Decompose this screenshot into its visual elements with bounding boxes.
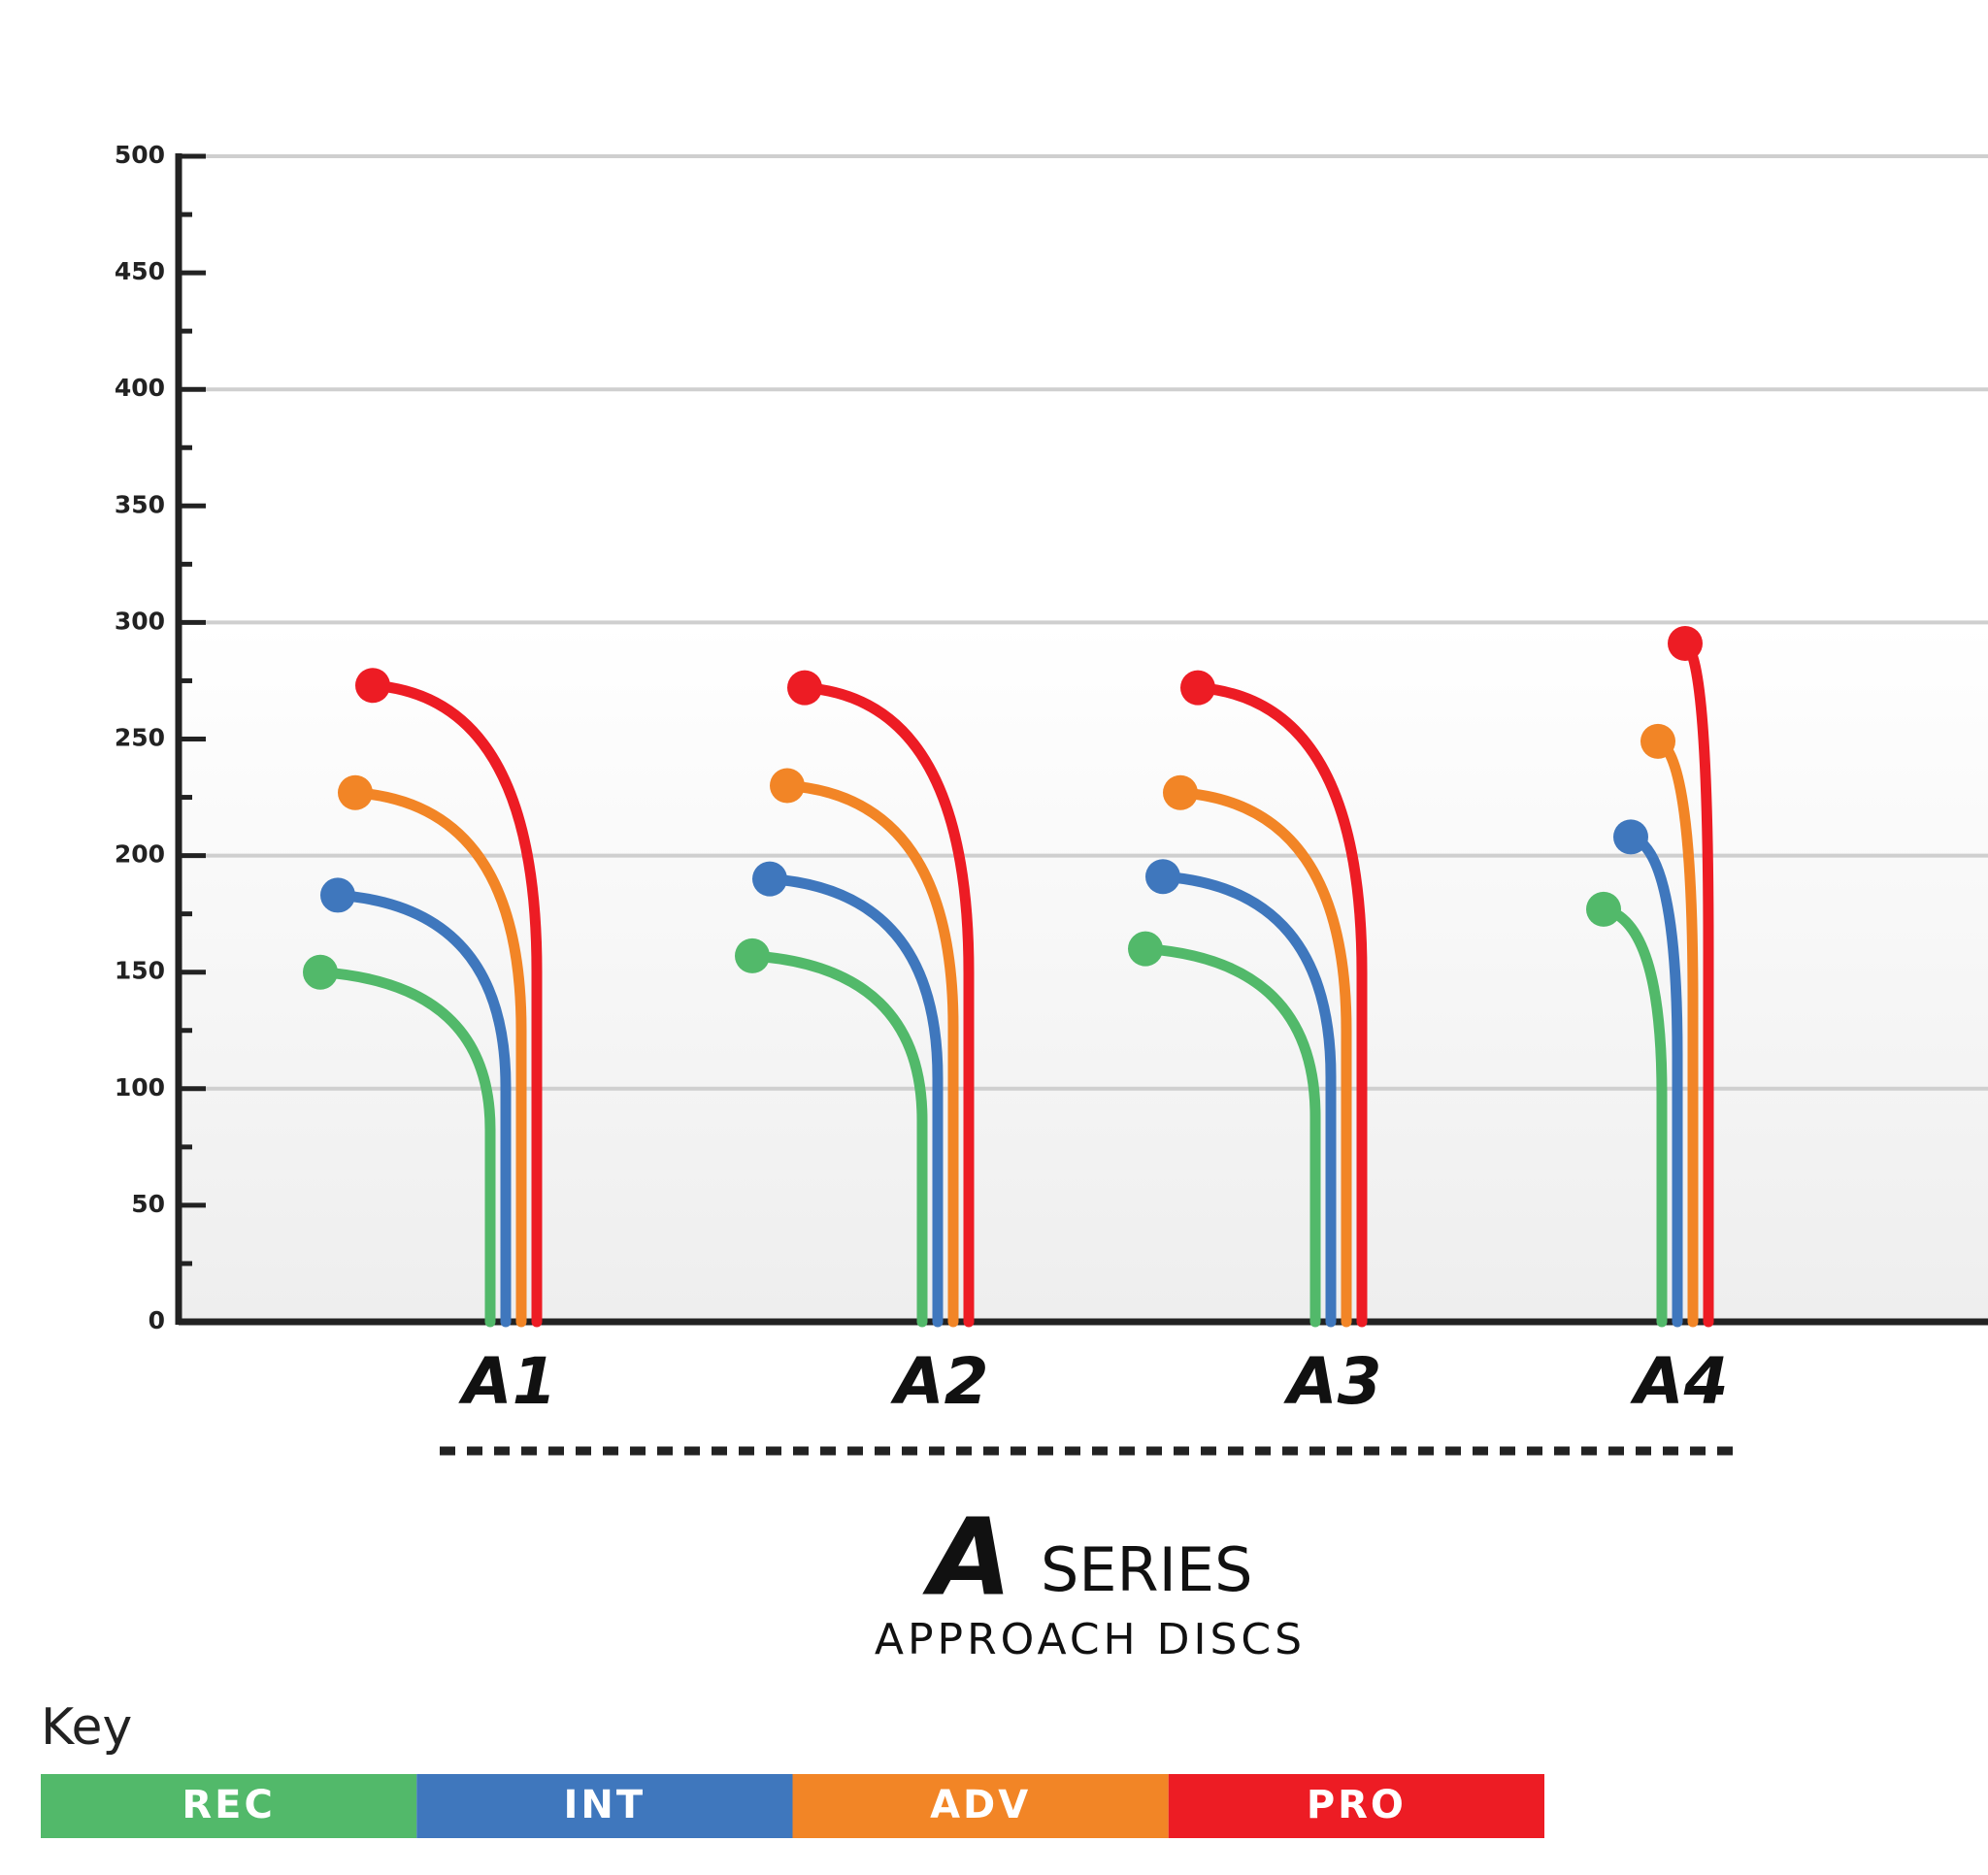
endpoint [770, 768, 805, 804]
title-logo: A [921, 1495, 1011, 1619]
legend-swatch [41, 1774, 417, 1838]
legend-swatch [416, 1774, 793, 1838]
y-tick-label: 400 [115, 374, 165, 402]
x-tick-label: A2 [889, 1344, 988, 1419]
legend-label: INT [564, 1783, 646, 1827]
flight-path [799, 682, 975, 1328]
endpoint [787, 670, 822, 706]
y-tick-label: 250 [115, 724, 165, 752]
y-tick-label: 350 [115, 490, 165, 518]
plot: 0 50 100 150 200 250 300 350 400 450 500 A1 A2 A3 A4 [115, 141, 1988, 1419]
chart-subtitle: APPROACH DISCS [875, 1615, 1306, 1664]
y-tick-label: 450 [115, 257, 165, 285]
endpoint [338, 774, 373, 810]
y-tick-label: 50 [131, 1190, 165, 1218]
flight-path [1140, 943, 1321, 1328]
endpoint [320, 877, 355, 913]
flight-path [1175, 787, 1352, 1328]
endpoint [1668, 626, 1703, 662]
legend-label: PRO [1307, 1783, 1407, 1827]
flight-path [332, 889, 512, 1328]
legend-swatch [792, 1774, 1169, 1838]
legend-swatch [1168, 1774, 1544, 1838]
endpoint [1613, 819, 1648, 855]
flight-path [746, 950, 928, 1328]
y-tick-label: 150 [115, 957, 165, 985]
legend-title: Key [41, 1698, 132, 1757]
endpoint [1163, 774, 1198, 810]
flight-path [764, 873, 944, 1328]
chart-title: SERIES [1041, 1534, 1252, 1605]
flight-path [1192, 682, 1368, 1328]
legend: REC INT ADV PRO [41, 1774, 1544, 1838]
endpoint [1640, 723, 1675, 759]
y-tick-label: 500 [115, 141, 165, 169]
endpoint [1586, 891, 1621, 927]
y-tick-label: 100 [115, 1073, 165, 1102]
x-tick-label: A3 [1282, 1344, 1381, 1419]
y-tick-label: 300 [115, 607, 165, 635]
flight-path [349, 787, 527, 1328]
x-tick-label: A1 [457, 1344, 556, 1419]
flight-path [315, 967, 496, 1328]
endpoint [1145, 859, 1180, 895]
endpoint [735, 938, 770, 973]
y-tick-label: 0 [149, 1306, 165, 1334]
endpoint [1180, 670, 1215, 706]
legend-label: REC [182, 1783, 275, 1827]
plot-background [179, 156, 1988, 1322]
endpoint [355, 668, 390, 704]
flight-path [1157, 871, 1337, 1328]
endpoint [1128, 931, 1163, 967]
y-tick-label: 200 [115, 840, 165, 869]
legend-label: ADV [930, 1783, 1031, 1827]
x-tick-label: A4 [1629, 1344, 1728, 1419]
flight-path [367, 679, 543, 1328]
endpoint [303, 954, 338, 990]
endpoint [752, 861, 787, 897]
flight-path [781, 780, 959, 1328]
